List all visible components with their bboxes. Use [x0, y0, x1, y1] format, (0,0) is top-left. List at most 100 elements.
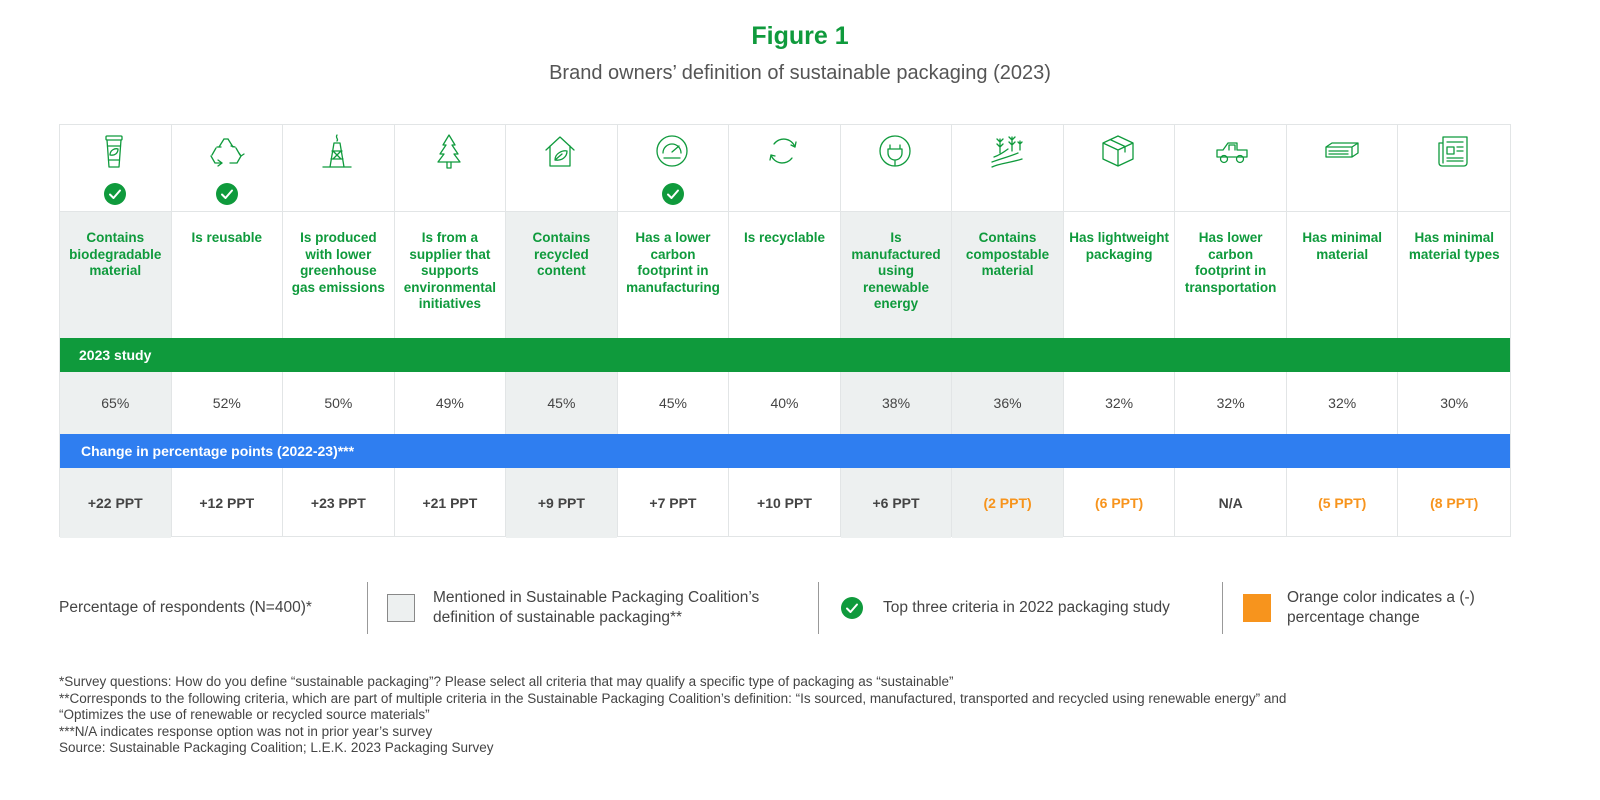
criterion-label: Contains biodegradable material	[60, 211, 171, 338]
field-plants-icon	[990, 136, 1023, 168]
criterion-label: Contains compostable material	[952, 211, 1063, 338]
flat-package-icon	[1325, 142, 1359, 158]
icon-cell	[283, 125, 394, 178]
check-circle-icon	[104, 183, 127, 205]
cycle-arrows-icon	[769, 138, 798, 164]
newspaper-icon	[1438, 136, 1468, 167]
criterion-label: Has minimal material	[1286, 211, 1398, 338]
change-value: +7 PPT	[649, 495, 697, 511]
legend-orange-line1: Orange color indicates a (-)	[1287, 589, 1475, 606]
criterion-column: Has a lower carbon footprint in manufact…	[617, 125, 730, 536]
top3-cell	[1398, 177, 1510, 211]
criterion-label: Has lower carbon footprint in transporta…	[1175, 211, 1286, 338]
top3-cell	[171, 177, 283, 211]
study-value: 40%	[770, 395, 799, 411]
study-value: 52%	[212, 395, 241, 411]
icon-cell	[952, 125, 1063, 178]
legend-respondents: Percentage of respondents (N=400)*	[59, 580, 312, 636]
footnote: Source: Sustainable Packaging Coalition;…	[59, 740, 494, 756]
figure-subtitle: Brand owners’ definition of sustainable …	[549, 62, 1051, 84]
house-leaf-icon	[545, 136, 576, 167]
study-value: 65%	[60, 372, 171, 434]
icon-cell	[1398, 125, 1510, 178]
criterion-label: Has a lower carbon footprint in manufact…	[617, 211, 729, 338]
top3-cell	[729, 177, 840, 211]
check-circle-icon	[841, 597, 863, 619]
legend-gray-swatch	[387, 594, 415, 622]
study-row-header: 2023 study	[60, 338, 1510, 372]
top3-cell	[1286, 177, 1398, 211]
oil-rig-icon	[322, 134, 352, 168]
footnotes: *Survey questions: How do you define “su…	[59, 674, 1579, 757]
legend-divider	[367, 582, 368, 634]
study-value: 45%	[658, 395, 687, 411]
criterion-label: Is from a supplier that supports environ…	[394, 211, 506, 338]
change-value: (2 PPT)	[952, 468, 1063, 538]
icon-cell	[171, 125, 283, 178]
top3-cell	[1063, 177, 1175, 211]
icon-cell	[840, 125, 952, 178]
legend-respondents-text: Percentage of respondents (N=400)*	[59, 599, 312, 616]
criterion-label: Is produced with lower greenhouse gas em…	[283, 211, 394, 338]
tree-icon	[437, 134, 461, 169]
study-value: 38%	[840, 372, 952, 434]
legend-top3: Top three criteria in 2022 packaging stu…	[841, 580, 1170, 636]
top3-cell	[506, 177, 617, 211]
check-circle-icon	[661, 183, 684, 205]
criterion-label: Is manufactured using renewable energy	[840, 211, 952, 338]
criterion-column: Has lower carbon footprint in transporta…	[1175, 125, 1287, 536]
top3-cell	[952, 177, 1063, 211]
criterion-column: Is from a supplier that supports environ…	[394, 125, 507, 536]
recycle-arrows-icon	[210, 138, 245, 167]
criterion-column: Is recyclable 40% +10 PPT	[729, 125, 841, 536]
change-value: +12 PPT	[199, 495, 255, 511]
box-icon	[1102, 135, 1134, 167]
footnote: **Corresponds to the following criteria,…	[59, 690, 1287, 706]
top3-cell	[283, 177, 394, 211]
coffee-cup-leaf-icon	[105, 135, 123, 168]
gauge-icon	[656, 135, 688, 167]
icon-cell	[506, 125, 617, 178]
legend-spc-line1: Mentioned in Sustainable Packaging Coali…	[433, 589, 760, 606]
icon-cell	[60, 125, 171, 178]
change-value: +23 PPT	[310, 495, 366, 511]
criterion-column: Contains recycled content 45% +9 PPT	[506, 125, 618, 538]
change-value: (6 PPT)	[1094, 495, 1144, 511]
change-value: N/A	[1218, 495, 1243, 511]
study-value: 32%	[1105, 395, 1134, 411]
study-value: 50%	[324, 395, 353, 411]
check-circle-icon	[215, 183, 238, 205]
criteria-table: Contains biodegradable material 65% +22 PP…	[59, 124, 1511, 538]
change-value: (8 PPT)	[1430, 495, 1479, 511]
criterion-column: Has minimal material 32% (5 PPT)	[1286, 125, 1399, 536]
legend-spc-line2: definition of sustainable packaging**	[433, 609, 683, 626]
top3-cell	[394, 177, 506, 211]
legend-orange-swatch	[1243, 594, 1271, 622]
change-value: +21 PPT	[422, 495, 478, 511]
criterion-label: Contains recycled content	[506, 211, 617, 338]
legend-spc: Mentioned in Sustainable Packaging Coali…	[387, 580, 759, 636]
criterion-column: Has minimal material types 30% (8 PPT)	[1398, 125, 1510, 536]
criterion-column: Contains compostable material 36% (2 PPT)	[952, 125, 1064, 538]
top3-cell	[1175, 177, 1286, 211]
footnote: *Survey questions: How do you define “su…	[59, 674, 954, 689]
criterion-label: Has minimal material types	[1398, 211, 1510, 338]
footnote: ***N/A indicates response option was not…	[59, 723, 433, 739]
icon-cell	[1286, 125, 1398, 178]
top3-cell	[840, 177, 952, 211]
change-value: +10 PPT	[757, 495, 812, 511]
criterion-column: Is reusable 52% +12 PPT	[171, 125, 284, 536]
criterion-label: Has lightweight packaging	[1063, 211, 1175, 338]
legend-orange-line2: percentage change	[1287, 609, 1420, 626]
study-value: 30%	[1440, 395, 1469, 411]
change-value: (5 PPT)	[1318, 495, 1367, 511]
footnote: “Optimizes the use of renewable or recyc…	[59, 707, 430, 723]
criterion-column: Is produced with lower greenhouse gas em…	[283, 125, 395, 536]
icon-cell	[1063, 125, 1175, 178]
change-value: +22 PPT	[60, 468, 171, 538]
icon-cell	[394, 125, 506, 178]
legend-divider	[1222, 582, 1223, 634]
legend-divider	[818, 582, 819, 634]
icon-cell	[1175, 125, 1286, 178]
criterion-label: Is reusable	[171, 211, 283, 338]
